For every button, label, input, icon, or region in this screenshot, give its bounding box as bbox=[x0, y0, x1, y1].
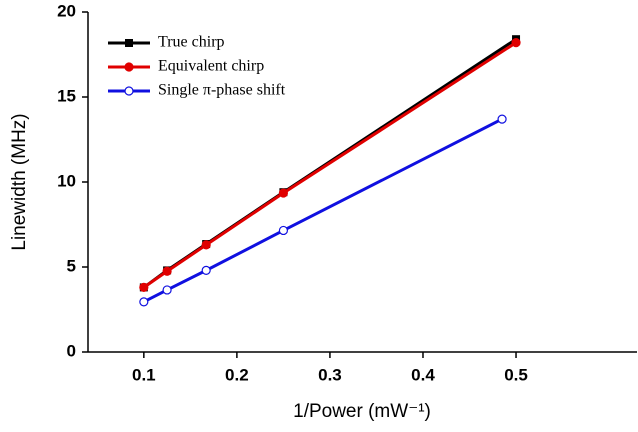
x-tick-label: 0.2 bbox=[225, 365, 249, 384]
data-point bbox=[201, 240, 211, 250]
series-line bbox=[143, 117, 503, 304]
legend-label: Single π-phase shift bbox=[158, 82, 286, 99]
data-point bbox=[511, 37, 521, 48]
y-tick-label: 0 bbox=[67, 341, 76, 360]
legend-label: Equivalent chirp bbox=[158, 58, 264, 75]
y-axis-title: Linewidth (MHz) bbox=[9, 113, 30, 250]
data-point bbox=[497, 114, 507, 124]
x-tick-label: 0.3 bbox=[318, 365, 342, 384]
legend-marker bbox=[125, 39, 133, 47]
y-tick-label: 15 bbox=[57, 86, 76, 105]
legend-label: True chirp bbox=[158, 34, 225, 51]
x-tick-label: 0.1 bbox=[132, 365, 156, 384]
x-axis-title: 1/Power (mW⁻¹) bbox=[293, 401, 431, 422]
legend-marker bbox=[124, 86, 134, 96]
x-tick-label: 0.4 bbox=[411, 365, 435, 384]
data-point bbox=[278, 225, 289, 236]
y-tick-label: 20 bbox=[57, 1, 76, 20]
data-point bbox=[139, 282, 149, 292]
data-point bbox=[201, 265, 211, 275]
y-tick-label: 5 bbox=[67, 256, 76, 275]
data-point bbox=[162, 285, 172, 295]
data-point bbox=[139, 297, 149, 307]
y-tick-label: 10 bbox=[57, 171, 76, 190]
data-point bbox=[162, 266, 172, 276]
data-point bbox=[278, 188, 289, 198]
legend-marker bbox=[124, 62, 134, 72]
series-line bbox=[142, 41, 517, 289]
x-tick-label: 0.5 bbox=[504, 365, 528, 384]
